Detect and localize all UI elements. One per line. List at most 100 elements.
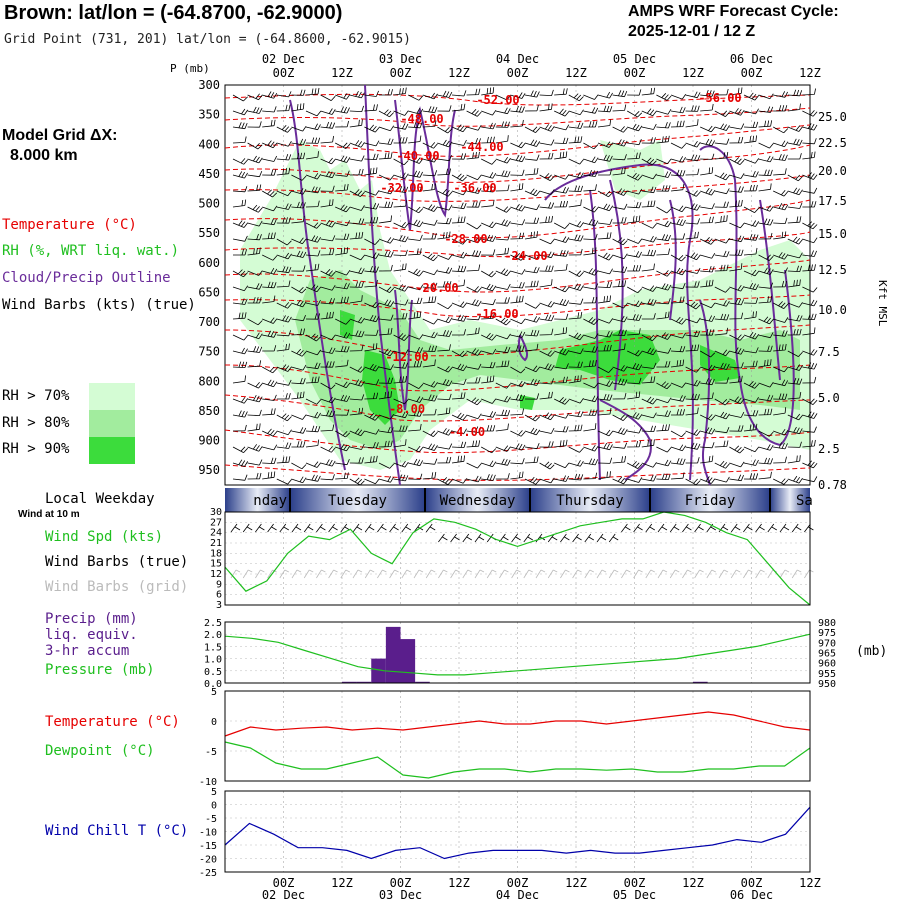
pressure-ytick: 980 [818,618,836,629]
wind-barb [393,299,409,306]
wind-barb [320,121,336,129]
wind-barb [481,249,496,256]
wind-barb [466,363,482,370]
wind-barb [364,428,380,435]
wind-barb [729,411,745,418]
wind-barb [262,345,277,352]
wind-barb [787,174,803,182]
wind-barb-grid [401,569,411,579]
weekday-segment [530,488,650,512]
top-time-label: 00Z [624,66,646,80]
wind-barb [802,172,818,180]
wind-barb [452,329,466,336]
wind-barb [685,140,701,148]
wind-barb [787,455,801,464]
wind-ytick: 27 [210,517,222,528]
wind-barb [743,396,759,403]
wind-barb-grid [669,569,680,579]
wind-barb [495,360,510,368]
wind-barb [787,279,801,288]
wind-barb [656,332,672,340]
wind-barb [408,121,423,129]
wind-barb [364,124,380,133]
wind-barb [451,279,466,288]
wind-barb [729,249,744,256]
wind-barb [597,252,614,261]
wind-barb [349,155,365,162]
wind-barb [291,125,307,132]
wind-barb [773,267,788,274]
wind-barb-grid [706,569,716,579]
wind-barb [232,285,249,292]
wind-barb [481,122,496,130]
wind-barb [378,174,395,181]
kft-level-label: 22.5 [818,136,847,150]
wind-barb [641,285,657,292]
kft-level-label: 7.5 [818,345,840,359]
wind-barb [276,280,291,288]
wind-barb [378,377,394,384]
wind-barb [656,381,672,390]
wind-barb [481,361,496,369]
wind-barb-grid [413,569,424,579]
pressure-level-label: 450 [198,167,220,181]
wind-barb [539,363,555,371]
wind-barb [408,458,424,467]
wind-barb [466,462,482,469]
temperature-label: Temperature (°C) [45,714,180,730]
wind-ytick: 30 [210,507,222,518]
wind-barb [451,392,466,400]
wind-barb [714,426,730,434]
wind-barb [787,441,802,448]
wind-barb [335,430,351,438]
wind-barb [393,333,409,341]
temperature-contour [224,231,811,258]
wind-barb [291,364,307,371]
wind-barb [685,91,701,99]
wind-barb [743,184,758,192]
wind-barb [247,283,263,290]
wind-barb [378,264,393,272]
chill-ytick: 0 [211,801,217,812]
wind-barb [305,425,321,433]
wind-barb [787,187,803,196]
wind-barb [597,366,613,373]
wind-barb [656,234,671,242]
wind-barb [802,362,818,370]
rh-70-region [600,140,665,200]
wind-barb [408,219,424,228]
wind-barb [627,427,642,434]
wind-ytick: 12 [210,569,222,580]
wind-barb [539,391,553,400]
wind-barb-grid [572,569,582,579]
wind-barb [583,94,599,100]
wind-barb-true [389,523,399,533]
wind-ytick: 24 [210,528,222,539]
grid-point-label: Grid Point (731, 201) lat/lon = (-64.860… [4,32,411,47]
wind-barb [349,330,365,338]
wind-barb [714,349,730,357]
wind-barb [700,103,714,112]
precip-label-3: 3-hr accum [45,643,130,659]
wind-barb [554,249,569,257]
wind-barb [583,423,597,432]
wind-barb [320,297,335,305]
wind-barb [758,218,774,226]
wind-barb [554,347,570,356]
wind-barb [364,379,380,386]
wind-barb-true [669,523,680,533]
wind-barb [758,267,774,275]
wind-barb [262,366,278,374]
kft-level-label: 10.0 [818,303,847,317]
wind-barb [554,174,570,180]
wind-barb [291,476,307,484]
wind-barb [481,136,495,144]
wind-barb [276,343,290,352]
wind-barb [714,237,730,244]
legend-cloud: Cloud/Precip Outline [2,270,171,286]
wind-barb [700,279,714,288]
wind-barb [641,235,657,243]
wind-barb [276,302,292,309]
wind-barb [568,171,584,179]
wind-barb [773,407,787,416]
